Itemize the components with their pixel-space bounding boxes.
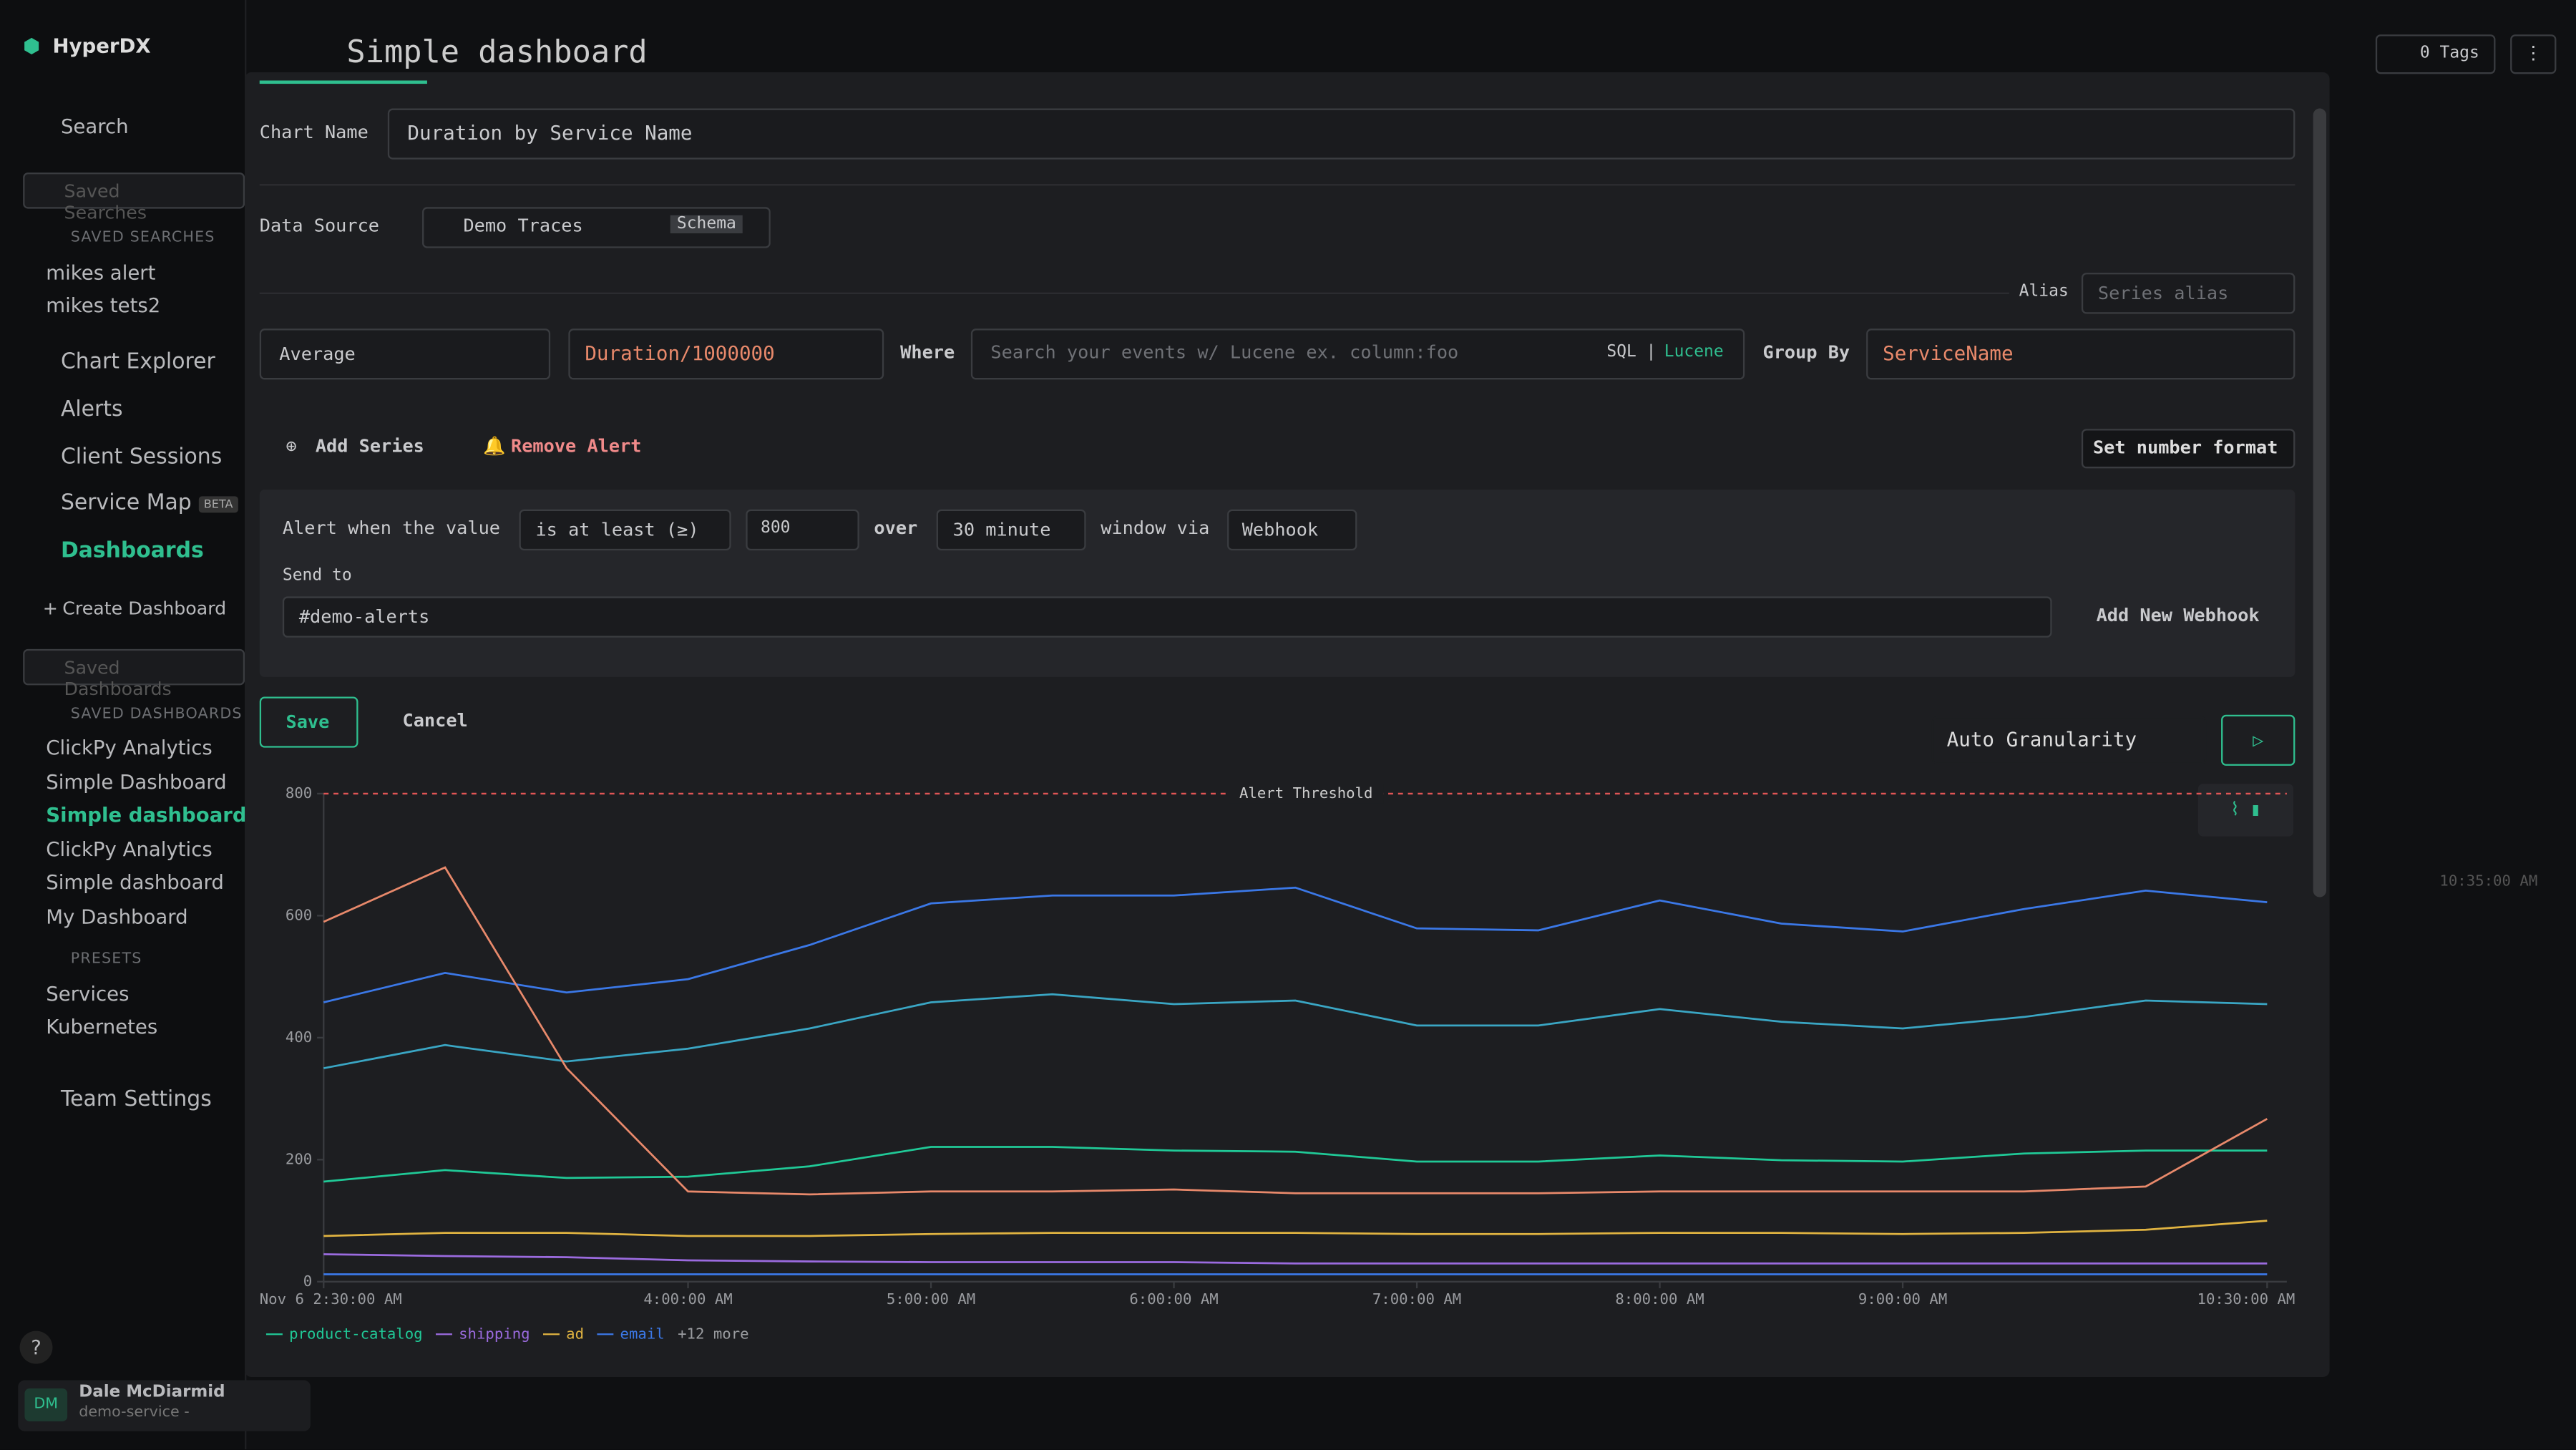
x-tick-label: 9:00:00 AM [1858,1290,1947,1308]
series-line [323,887,2267,1002]
legend-label: shipping [459,1325,530,1342]
x-tick-label: Nov 6 2:30:00 AM [260,1290,402,1308]
y-tick-label: 800 [286,784,312,802]
series-line [323,994,2267,1068]
y-tick-label: 600 [286,906,312,923]
series-line [323,867,2267,1194]
y-tick-label: 400 [286,1028,312,1046]
x-tick-label: 8:00:00 AM [1615,1290,1704,1308]
legend-label: email [620,1325,665,1342]
series-line [323,1254,2267,1263]
x-tick-label: 6:00:00 AM [1129,1290,1218,1308]
y-tick-label: 0 [303,1273,312,1290]
series-line [323,1221,2267,1236]
y-tick-label: 200 [286,1150,312,1167]
legend-label: product-catalog [289,1325,423,1342]
x-tick-label: 7:00:00 AM [1372,1290,1461,1308]
legend-label: ad [566,1325,584,1342]
x-tick-label: 10:30:00 AM [2197,1290,2296,1308]
threshold-label: Alert Threshold [1239,784,1373,802]
x-tick-label: 4:00:00 AM [643,1290,732,1308]
series-line [323,1147,2267,1182]
x-tick-label: 5:00:00 AM [887,1290,975,1308]
legend-more: +12 more [678,1325,749,1342]
